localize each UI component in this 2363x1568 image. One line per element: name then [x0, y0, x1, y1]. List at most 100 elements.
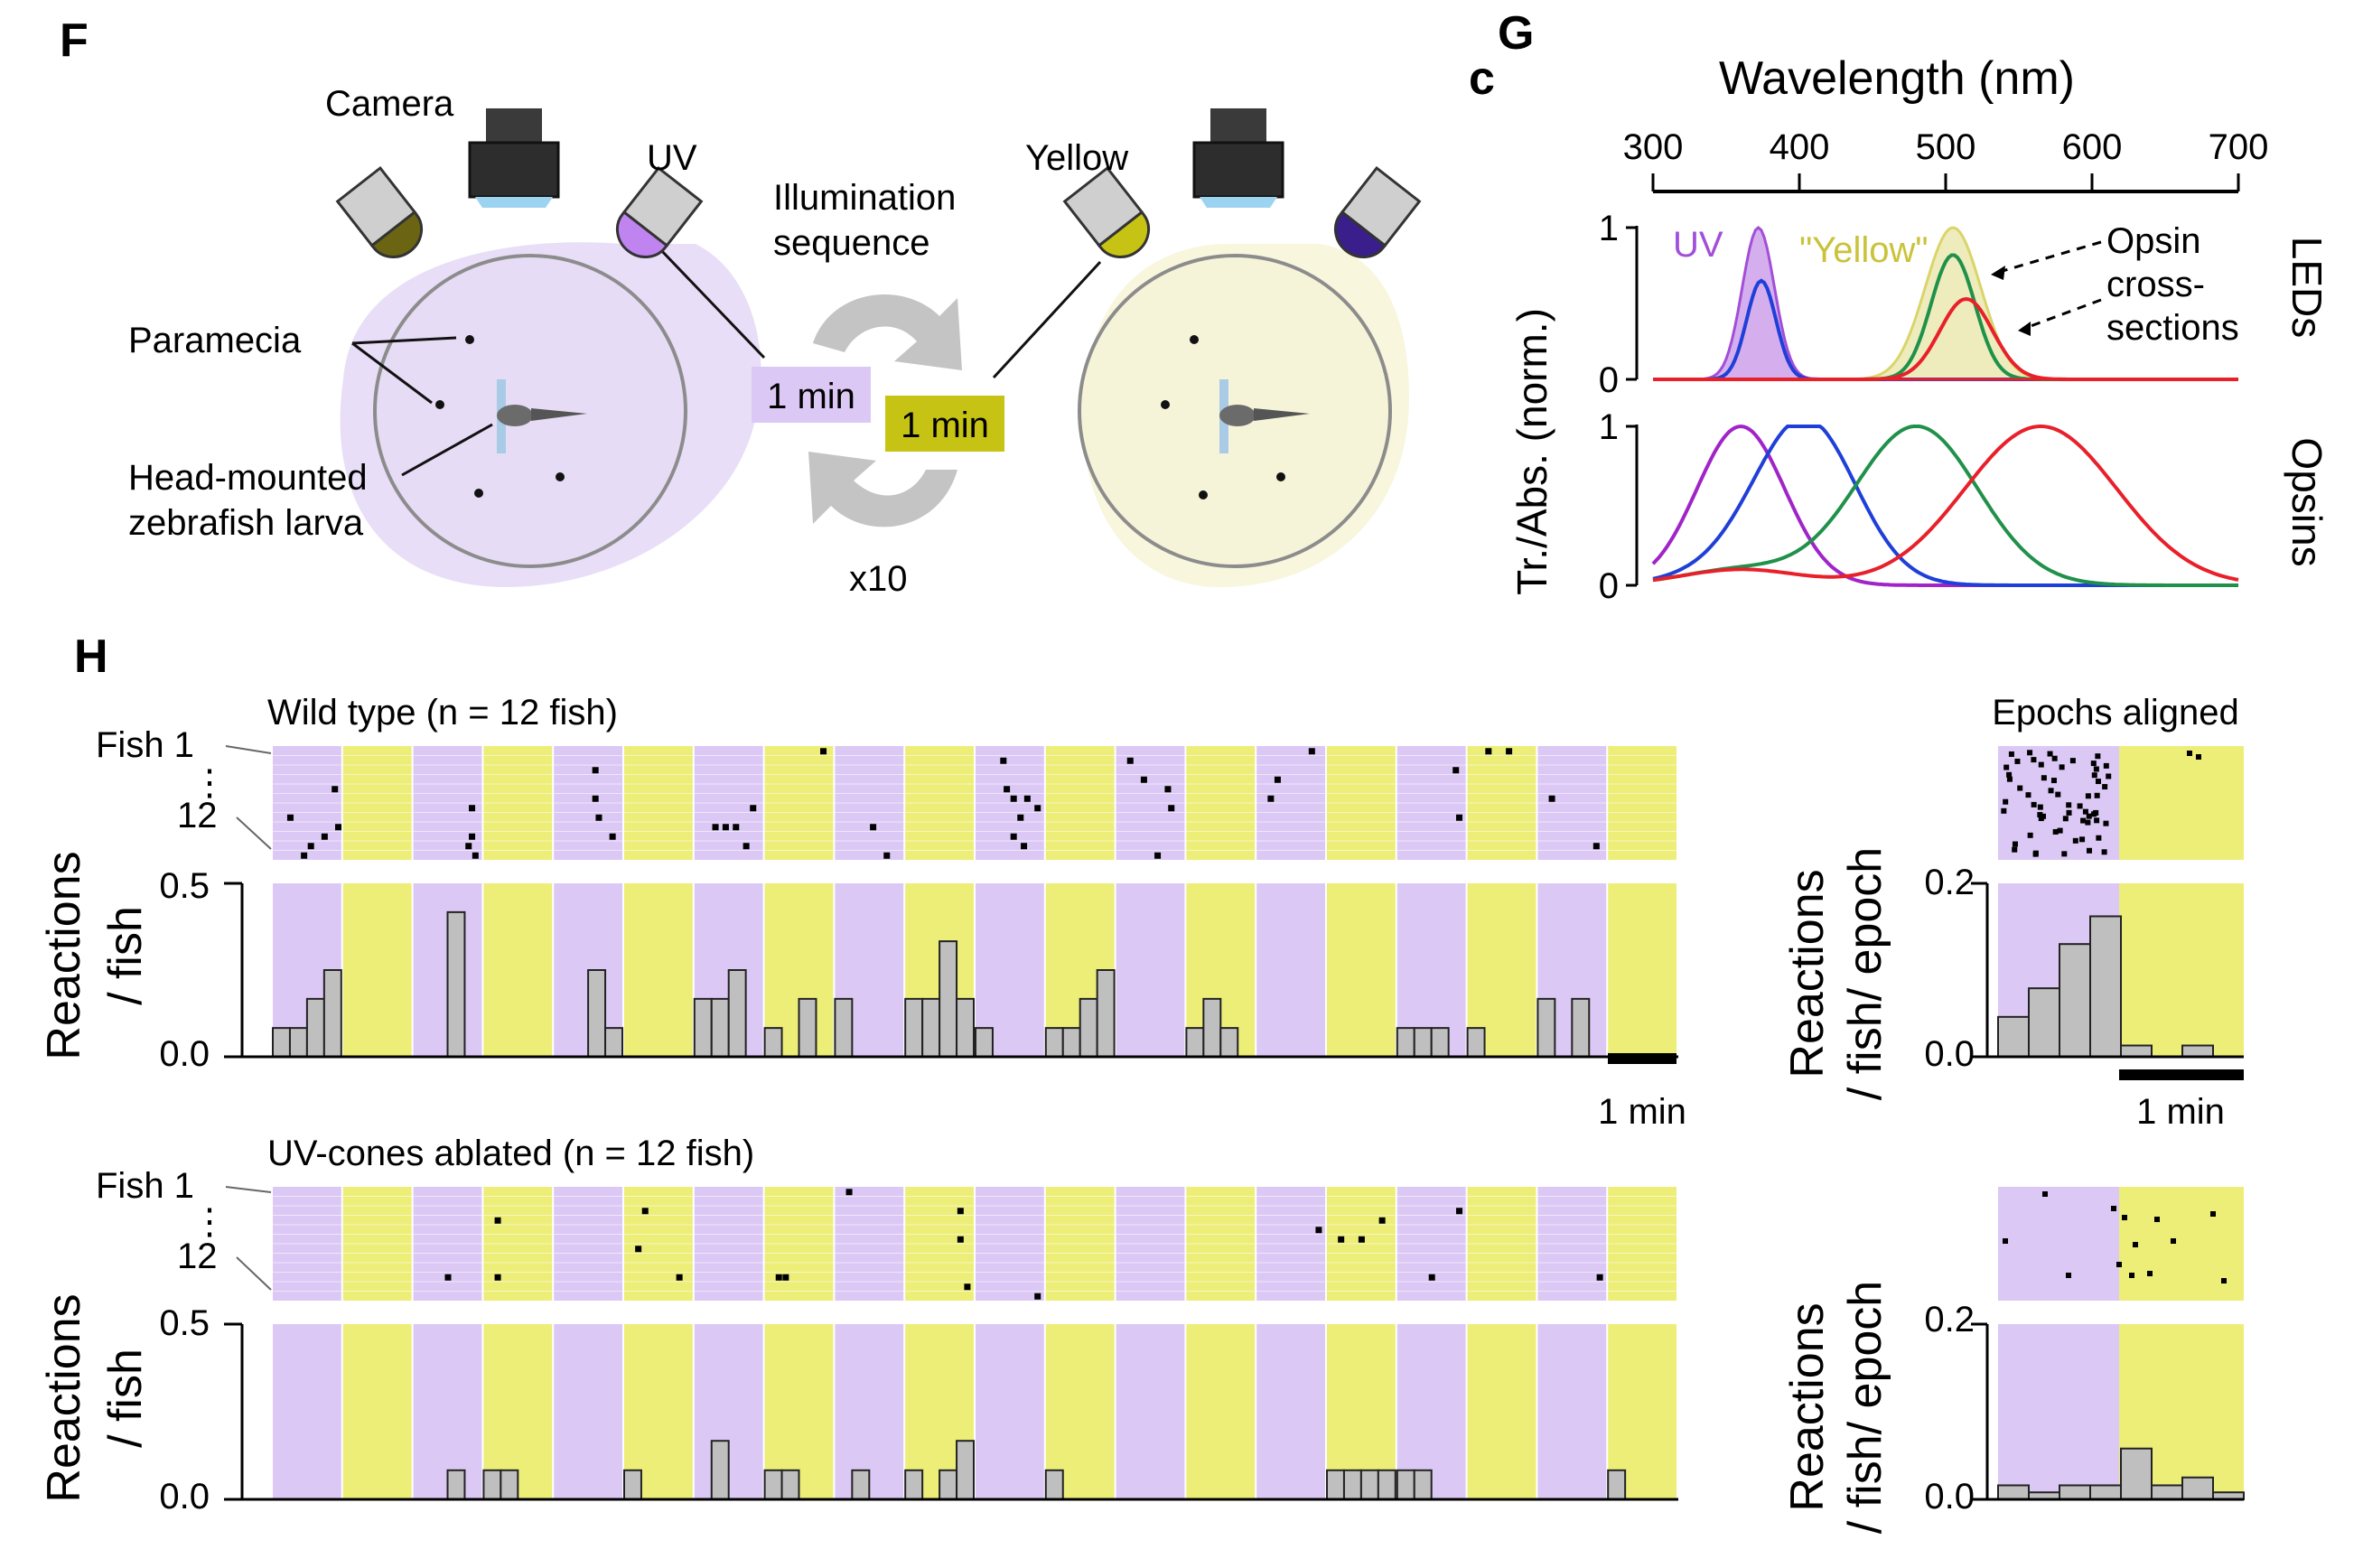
hist-epoch-18 — [1537, 1324, 1607, 1499]
hist-bar-61 — [1342, 1469, 1362, 1501]
aligned-bar-6 — [2181, 1476, 2214, 1500]
aligned-event-50 — [2093, 809, 2099, 816]
raster-event-28 — [1023, 795, 1031, 802]
hist-bar-28 — [763, 1469, 783, 1501]
raster-event-6 — [775, 1274, 782, 1281]
wavelength-tick-label-500: 500 — [1916, 127, 1976, 167]
hist-bar-46 — [1079, 997, 1098, 1058]
raster-event-31 — [1140, 776, 1147, 783]
hist-bar-13 — [500, 1469, 519, 1501]
hist-bar-0 — [272, 1027, 291, 1059]
aligned-event-4 — [2122, 1215, 2127, 1220]
aligned-event-48 — [2037, 804, 2043, 810]
aligned-event-18 — [2001, 807, 2007, 814]
raster-event-3 — [332, 786, 339, 793]
wt-dots-label: ⋮ — [191, 763, 228, 803]
aligned-event-13 — [2090, 761, 2097, 767]
led-icon-violet — [1333, 165, 1422, 259]
raster-event-34 — [1154, 852, 1162, 859]
wt-epoch-ylabel-1: Reactions — [1781, 869, 1834, 1078]
panel-g: G c Wavelength (nm) 300 400 500 600 700 Tr./… — [1469, 7, 2330, 606]
raster-event-22 — [1000, 757, 1007, 764]
aligned-event-9 — [2171, 1238, 2176, 1244]
raster-event-14 — [712, 824, 719, 831]
aligned-event-55 — [2052, 828, 2059, 835]
aligned-event-36 — [2008, 751, 2014, 757]
raster-event-2 — [301, 852, 308, 859]
raster-event-33 — [1168, 805, 1175, 812]
led-icon-uv — [615, 165, 704, 259]
raster-event-15 — [1358, 1236, 1365, 1243]
aligned-event-43 — [2093, 766, 2099, 772]
aligned-event-59 — [2102, 784, 2108, 790]
camera-icon-right — [1192, 108, 1284, 208]
wt-title: Wild type (n = 12 fish) — [267, 693, 618, 733]
aligned-event-12 — [2116, 1262, 2122, 1267]
hist-bar-3 — [322, 969, 342, 1058]
wavelength-ticks: 300 400 500 600 700 — [1623, 127, 2268, 191]
yellow-duration-box — [885, 396, 1004, 452]
hist-bar-65 — [1413, 1027, 1433, 1059]
aligned-event-40 — [2041, 813, 2047, 819]
hist-bar-19 — [604, 1027, 623, 1059]
hist-bar-53 — [1202, 997, 1222, 1058]
yellow-duration-label: 1 min — [901, 406, 989, 445]
hist-epoch-14 — [1256, 1324, 1325, 1499]
zebrafish-larva-right — [1219, 379, 1310, 453]
wt-scale-bar — [1608, 1053, 1677, 1064]
paramecia-dots — [435, 335, 1285, 499]
aligned-event-27 — [2106, 773, 2112, 779]
hist-bar-47 — [1096, 969, 1116, 1058]
hist-bar-72 — [1536, 997, 1556, 1058]
wavelength-tick-label-600: 600 — [2062, 127, 2123, 167]
repeats-label: x10 — [849, 559, 908, 599]
aligned-event-34 — [2027, 832, 2033, 838]
raster-event-11 — [964, 1283, 971, 1291]
hist-bar-39 — [956, 1440, 976, 1500]
raster-event-2 — [494, 1274, 501, 1281]
hist-epoch-14 — [1256, 883, 1325, 1057]
aligned-event-7 — [2129, 1273, 2134, 1278]
aligned-event-23 — [2103, 762, 2109, 769]
hist-bar-38 — [939, 1469, 958, 1501]
hist-bar-32 — [834, 997, 854, 1058]
wt-fish1-label: Fish 1 — [96, 725, 194, 765]
aligned-event-21 — [2091, 772, 2097, 779]
wavelength-axis-title: Wavelength (nm) — [1719, 52, 2075, 105]
uv-ablated-title: UV-cones ablated (n = 12 fish) — [267, 1134, 754, 1173]
uv-histogram-aligned — [1971, 1322, 2245, 1501]
raster-event-36 — [1274, 776, 1281, 783]
aligned-event-11 — [2095, 753, 2101, 760]
opsins-ytick-0: 0 — [1599, 566, 1619, 606]
raster-event-7 — [465, 843, 472, 850]
hist-epoch-0 — [273, 1324, 341, 1499]
hist-epoch-19 — [1608, 883, 1677, 1057]
hist-bar-60 — [1326, 1469, 1345, 1501]
panel-h: H Wild type (n = 12 fish) Fish 1 ⋮ 12 Re… — [38, 630, 2245, 1534]
uv-epoch-ylabel-2: / fish/ epoch — [1839, 1281, 1891, 1534]
leader-lines — [351, 247, 1102, 477]
raster-event-19 — [820, 748, 827, 755]
raster-event-29 — [1034, 805, 1041, 812]
aligned-event-20 — [2079, 836, 2086, 843]
hist-bar-33 — [851, 1469, 871, 1501]
hist-bar-18 — [587, 969, 607, 1058]
uv-ytick-top: 0.5 — [159, 1303, 210, 1343]
aligned-bar-5 — [2151, 1484, 2183, 1500]
raster-event-0 — [444, 1274, 452, 1281]
raster-event-14 — [1338, 1236, 1345, 1243]
aligned-event-61 — [2196, 754, 2201, 760]
panel-letter-h: H — [74, 630, 108, 683]
uv-epoch-ytick-bottom: 0.0 — [1924, 1477, 1975, 1517]
aligned-event-25 — [2003, 798, 2009, 805]
raster-event-0 — [286, 814, 294, 821]
hist-bar-45 — [1061, 1027, 1081, 1059]
aligned-event-3 — [2059, 764, 2065, 770]
uv-fish12-label: 12 — [177, 1237, 218, 1276]
raster-event-8 — [845, 1189, 853, 1196]
hist-bar-37 — [921, 997, 941, 1058]
led-icon-yellow — [1062, 165, 1151, 259]
hist-bar-64 — [1396, 1027, 1415, 1059]
aligned-event-49 — [2032, 850, 2039, 856]
hist-bar-36 — [904, 997, 924, 1058]
